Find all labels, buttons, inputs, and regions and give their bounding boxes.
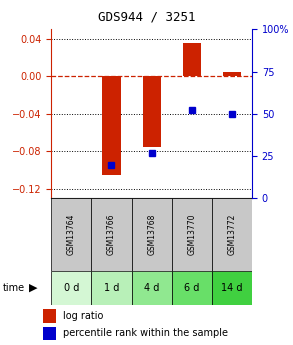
Bar xyxy=(51,271,91,305)
Text: GSM13768: GSM13768 xyxy=(147,214,156,255)
Text: 14 d: 14 d xyxy=(221,283,243,293)
Bar xyxy=(132,198,172,271)
Text: time: time xyxy=(3,283,25,293)
Bar xyxy=(43,309,56,323)
Bar xyxy=(183,43,201,76)
Text: 6 d: 6 d xyxy=(184,283,200,293)
Text: 0 d: 0 d xyxy=(64,283,79,293)
Text: GSM13770: GSM13770 xyxy=(187,214,196,255)
Bar xyxy=(172,271,212,305)
Bar xyxy=(172,198,212,271)
Bar xyxy=(223,71,241,76)
Text: 1 d: 1 d xyxy=(104,283,119,293)
Bar xyxy=(212,198,252,271)
Bar xyxy=(43,327,56,340)
Text: percentile rank within the sample: percentile rank within the sample xyxy=(63,328,228,338)
Text: 4 d: 4 d xyxy=(144,283,159,293)
Bar xyxy=(91,198,132,271)
Text: GSM13764: GSM13764 xyxy=(67,214,76,255)
Bar xyxy=(212,271,252,305)
Text: ▶: ▶ xyxy=(29,283,38,293)
Bar xyxy=(91,271,132,305)
Bar xyxy=(103,76,120,175)
Text: GDS944 / 3251: GDS944 / 3251 xyxy=(98,10,195,23)
Bar xyxy=(132,271,172,305)
Text: GSM13766: GSM13766 xyxy=(107,214,116,255)
Bar xyxy=(143,76,161,147)
Bar xyxy=(51,198,91,271)
Text: log ratio: log ratio xyxy=(63,311,103,321)
Text: GSM13772: GSM13772 xyxy=(227,214,236,255)
